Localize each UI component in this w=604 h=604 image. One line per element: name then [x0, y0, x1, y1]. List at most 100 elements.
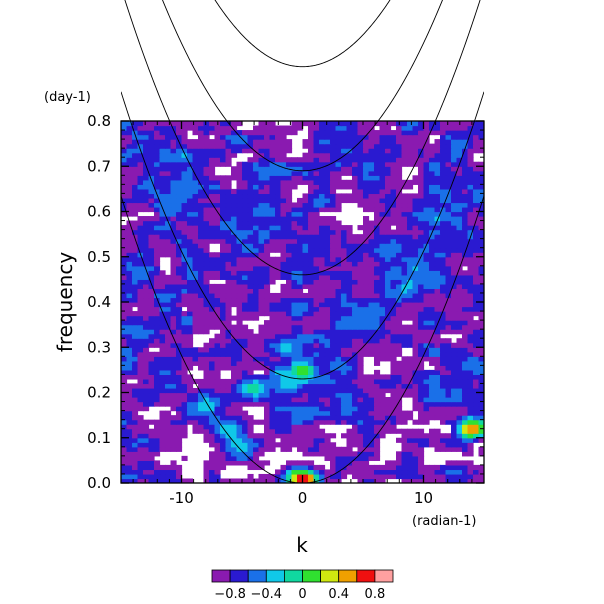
heatmap-cell [137, 279, 144, 285]
heatmap-cell [209, 433, 216, 439]
heatmap-cell [253, 265, 260, 271]
heatmap-cell [462, 347, 469, 353]
heatmap-cell [165, 166, 172, 172]
heatmap-cell [247, 351, 254, 357]
heatmap-cell [418, 252, 425, 258]
heatmap-cell [418, 229, 425, 235]
heatmap-cell [440, 193, 447, 199]
heatmap-cell [269, 387, 276, 394]
heatmap-cell [467, 451, 474, 457]
heatmap-cell [247, 387, 254, 394]
heatmap-cell [445, 243, 452, 249]
heatmap-cell [198, 143, 205, 149]
heatmap-cell [352, 238, 359, 244]
heatmap-cell [132, 265, 139, 271]
heatmap-cell [308, 351, 315, 357]
heatmap-cell [192, 378, 199, 385]
heatmap-cell [220, 256, 227, 262]
heatmap-cell [286, 225, 293, 231]
heatmap-cell [478, 225, 484, 231]
heatmap-cell [451, 351, 458, 357]
heatmap-cell [357, 433, 364, 439]
heatmap-cell [148, 197, 155, 204]
heatmap-cell [242, 193, 249, 199]
heatmap-cell [214, 297, 221, 303]
heatmap-cell [121, 188, 128, 195]
heatmap-cell [170, 333, 177, 339]
heatmap-cell [407, 292, 414, 299]
heatmap-cell [385, 342, 392, 348]
heatmap-cell [247, 234, 254, 240]
heatmap-cell [451, 125, 458, 131]
heatmap-cell [264, 424, 271, 430]
heatmap-cell [473, 225, 480, 231]
heatmap-cell [181, 324, 188, 330]
heatmap-cell [473, 216, 480, 222]
heatmap-cell [341, 329, 348, 335]
heatmap-cell [335, 455, 342, 461]
heatmap-cell [478, 270, 484, 276]
heatmap-cell [374, 387, 381, 394]
heatmap-cell [346, 152, 353, 158]
heatmap-cell [313, 410, 320, 416]
heatmap-cell [407, 152, 414, 158]
heatmap-cell [330, 234, 337, 240]
heatmap-cell [187, 360, 194, 366]
heatmap-cell [192, 415, 199, 421]
heatmap-cell [451, 261, 458, 267]
heatmap-cell [401, 360, 408, 366]
heatmap-cell [330, 446, 337, 452]
heatmap-cell [247, 401, 254, 407]
heatmap-cell [192, 220, 199, 226]
heatmap-cell [396, 139, 403, 145]
heatmap-cell [390, 220, 397, 226]
heatmap-cell [132, 464, 139, 471]
heatmap-cell [236, 229, 243, 235]
heatmap-cell [445, 397, 452, 403]
heatmap-cell [412, 419, 419, 425]
heatmap-cell [159, 143, 166, 149]
heatmap-cell [225, 152, 232, 158]
heatmap-cell [203, 401, 210, 407]
heatmap-cell [286, 460, 293, 466]
heatmap-cell [352, 134, 359, 140]
heatmap-cell [341, 401, 348, 407]
heatmap-cell [434, 297, 441, 303]
heatmap-cell [170, 220, 177, 226]
heatmap-cell [220, 206, 227, 213]
heatmap-cell [467, 424, 474, 430]
heatmap-cell [324, 270, 331, 276]
heatmap-cell [236, 324, 243, 330]
heatmap-cell [148, 152, 155, 158]
heatmap-cell [385, 383, 392, 389]
heatmap-cell [148, 238, 155, 244]
heatmap-cell [165, 121, 172, 127]
heatmap-cell [258, 473, 265, 480]
heatmap-cell [385, 324, 392, 330]
heatmap-cell [341, 338, 348, 344]
heatmap-cell [368, 410, 375, 416]
heatmap-cell [313, 338, 320, 344]
heatmap-cell [423, 143, 430, 149]
heatmap-cell [313, 469, 320, 475]
heatmap-cell [357, 225, 364, 231]
heatmap-cell [192, 410, 199, 416]
heatmap-cell [247, 270, 254, 276]
heatmap-cell [258, 175, 265, 181]
heatmap-cell [379, 170, 386, 176]
heatmap-cell [401, 279, 408, 285]
heatmap-cell [126, 197, 133, 204]
heatmap-cell [313, 419, 320, 425]
heatmap-cell [341, 288, 348, 294]
heatmap-cell [445, 220, 452, 226]
heatmap-cell [209, 374, 216, 380]
heatmap-cell [385, 302, 392, 308]
heatmap-cell [357, 125, 364, 131]
heatmap-cell [478, 130, 484, 136]
heatmap-cell [379, 378, 386, 385]
heatmap-cell [445, 256, 452, 262]
heatmap-cell [308, 378, 315, 385]
heatmap-cell [154, 170, 161, 176]
heatmap-cell [220, 302, 227, 308]
heatmap-cell [445, 188, 452, 195]
